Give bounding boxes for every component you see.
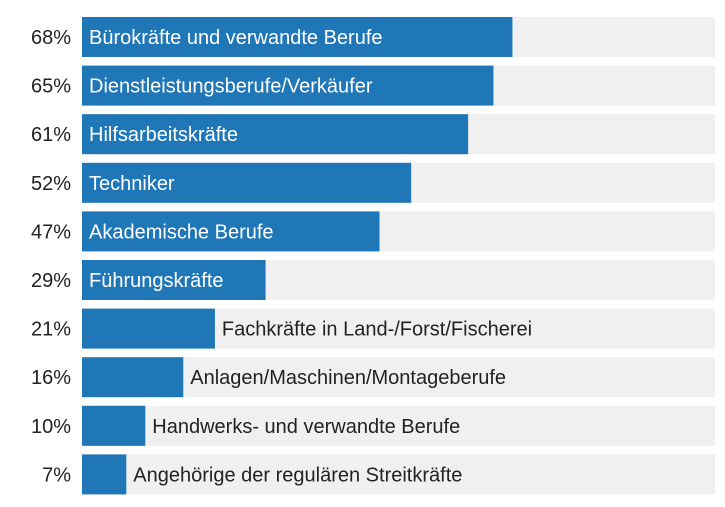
value-label-burokrafte-und-verwandte-berufe: 68% [31, 27, 71, 49]
category-label-fachkrafte-in-land-forst-fischerei: Fachkräfte in Land-/Forst/Fischerei [222, 319, 532, 341]
bar-akademische-berufe [82, 211, 380, 252]
category-label-anlagen-maschinen-montageberufe: Anlagen/Maschinen/Montageberufe [190, 367, 506, 389]
value-label-angehorige-der-regularen-streitkrafte: 7% [42, 464, 71, 486]
bar-angehorige-der-regularen-streitkrafte [82, 454, 127, 495]
value-label-techniker: 52% [31, 173, 71, 195]
category-label-fuhrungskrafte: Führungskräfte [89, 270, 224, 292]
value-label-handwerks-und-verwandte-berufe: 10% [31, 416, 71, 438]
bar-track-anlagen-maschinen-montageberufe [82, 357, 715, 398]
bar-track-handwerks-und-verwandte-berufe [82, 405, 715, 446]
category-label-dienstleistungsberufe-verkaufer: Dienstleistungsberufe/Verkäufer [89, 76, 373, 98]
bar-track-angehorige-der-regularen-streitkrafte [82, 454, 715, 495]
value-label-fachkrafte-in-land-forst-fischerei: 21% [31, 319, 71, 341]
bar-dienstleistungsberufe-verkaufer [82, 65, 494, 106]
category-label-angehorige-der-regularen-streitkrafte: Angehörige der regulären Streitkräfte [133, 464, 462, 486]
bar-burokrafte-und-verwandte-berufe [82, 17, 513, 57]
bar-anlagen-maschinen-montageberufe [82, 357, 184, 398]
bar-techniker [82, 162, 412, 203]
category-label-handwerks-und-verwandte-berufe: Handwerks- und verwandte Berufe [152, 416, 460, 438]
value-label-akademische-berufe: 47% [31, 221, 71, 243]
value-label-fuhrungskrafte: 29% [31, 270, 71, 292]
value-label-anlagen-maschinen-montageberufe: 16% [31, 367, 71, 389]
category-label-techniker: Techniker [89, 173, 175, 195]
value-label-hilfsarbeitskrafte: 61% [31, 124, 71, 146]
category-label-hilfsarbeitskrafte: Hilfsarbeitskräfte [89, 124, 238, 146]
bar-fuhrungskrafte [82, 260, 266, 300]
category-label-burokrafte-und-verwandte-berufe: Bürokräfte und verwandte Berufe [89, 27, 383, 49]
bar-fachkrafte-in-land-forst-fischerei [82, 308, 215, 349]
bar-handwerks-und-verwandte-berufe [82, 405, 146, 446]
bar-hilfsarbeitskrafte [82, 114, 469, 155]
value-label-dienstleistungsberufe-verkaufer: 65% [31, 76, 71, 98]
category-label-akademische-berufe: Akademische Berufe [89, 221, 274, 243]
